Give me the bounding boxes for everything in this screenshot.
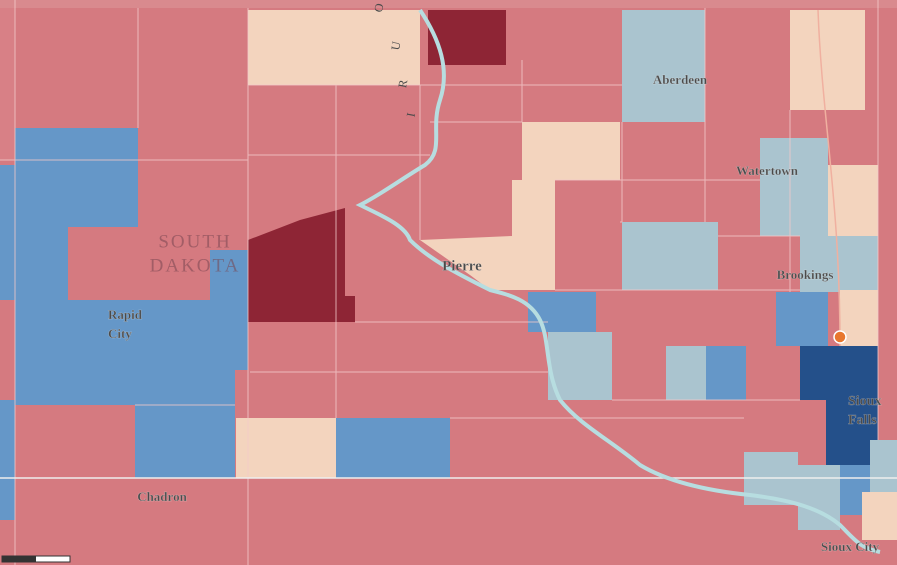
county — [760, 138, 828, 236]
county — [776, 292, 828, 346]
city-label: Rapid — [108, 307, 143, 322]
county — [790, 10, 865, 110]
scale-bar — [2, 556, 36, 562]
city-label: Brookings — [777, 267, 834, 282]
county — [236, 418, 336, 478]
county — [248, 10, 420, 85]
state-label: DAKOTA — [150, 255, 241, 276]
location-marker — [833, 330, 847, 344]
county — [522, 122, 620, 180]
county — [622, 222, 718, 290]
city-label: City — [108, 326, 132, 341]
city-label: Aberdeen — [653, 72, 708, 87]
river-label: U — [388, 40, 403, 51]
city-label: Falls — [848, 413, 877, 428]
river-label: R — [395, 79, 410, 89]
county — [548, 332, 612, 400]
river-label: I — [404, 112, 418, 118]
county — [248, 208, 355, 322]
scale-bar — [1, 555, 71, 563]
state-label: SOUTH — [158, 231, 231, 252]
county — [420, 180, 555, 290]
county — [0, 400, 15, 520]
county — [0, 0, 15, 160]
city-label: Watertown — [736, 163, 799, 178]
county — [336, 418, 450, 478]
county — [622, 10, 705, 122]
labels: SOUTH DAKOTA O U R I Aberdeen Watertown Brooking… — [108, 2, 882, 554]
county — [706, 346, 746, 400]
highway — [817, 9, 841, 347]
river-label: O — [371, 2, 386, 13]
county — [528, 292, 596, 332]
counties — [0, 0, 897, 540]
county — [862, 492, 897, 540]
city-label: Pierre — [442, 258, 482, 274]
county — [666, 346, 706, 400]
city-label: Chadron — [137, 489, 187, 504]
missouri-river — [355, 8, 881, 554]
county — [0, 0, 897, 8]
city-label: Sioux — [848, 394, 881, 409]
county — [0, 128, 248, 478]
county — [870, 440, 897, 492]
county — [800, 346, 878, 465]
city-label: Sioux City — [821, 539, 880, 554]
